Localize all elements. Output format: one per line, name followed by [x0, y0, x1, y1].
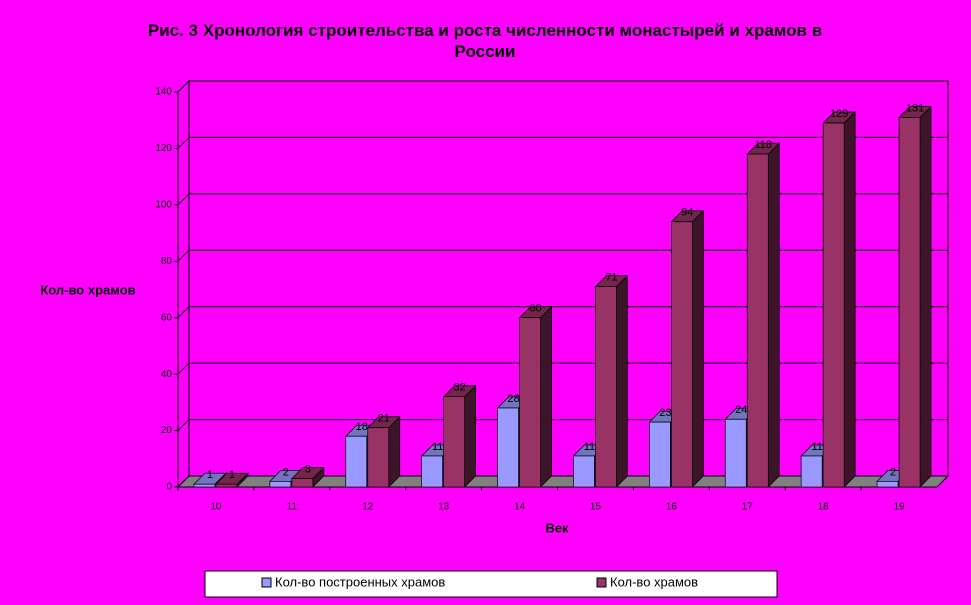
bar-front [724, 418, 747, 488]
bar-front [595, 286, 617, 488]
bar-front [291, 478, 314, 488]
data-label: 28 [507, 393, 519, 405]
bar [822, 111, 856, 488]
y-tick-label: 100 [155, 199, 172, 210]
bar-front [367, 427, 390, 488]
grid-line-side [177, 80, 190, 93]
x-tick-label: 12 [362, 502, 374, 513]
grid-line-side [177, 306, 190, 319]
data-label: 118 [754, 139, 772, 151]
legend-swatch [596, 577, 607, 588]
grid-line-side [177, 249, 190, 262]
bar-side [843, 111, 856, 488]
bar-front [497, 407, 519, 488]
data-label: 2 [283, 466, 289, 478]
bar-side [919, 105, 932, 488]
bar [518, 305, 553, 488]
grid-line-side [177, 419, 190, 431]
bar-front [876, 481, 899, 488]
bar [366, 415, 401, 488]
data-label: 2 [890, 466, 896, 478]
x-tick-label: 16 [666, 502, 678, 513]
grid-line-side [177, 137, 190, 149]
data-label: 11 [584, 441, 595, 453]
grid-line-side [177, 362, 190, 375]
y-tick-label: 80 [161, 256, 173, 267]
bar-side [767, 142, 780, 488]
data-label: 32 [454, 382, 466, 394]
bar-front [269, 481, 292, 488]
data-label: 24 [735, 404, 747, 416]
y-tick-label: 60 [161, 312, 173, 323]
data-label: 11 [432, 441, 443, 453]
bar-side [464, 384, 476, 488]
x-tick-label: 18 [818, 502, 830, 513]
y-tick-label: 20 [161, 425, 173, 436]
bar [898, 105, 932, 488]
legend-label: Кол-во храмов [610, 574, 698, 589]
y-tick-label: 140 [155, 87, 172, 98]
bar-front [421, 455, 443, 488]
bar-front [822, 122, 845, 488]
bar [442, 384, 477, 488]
legend-label: Кол-во построенных храмов [275, 574, 445, 589]
x-tick-label: 11 [287, 502, 298, 513]
chart-title: Рис. 3 Хронология строительства и роста … [147, 21, 823, 61]
bar [746, 142, 781, 488]
data-label: 23 [659, 407, 671, 419]
y-tick-label: 0 [166, 482, 172, 493]
legend-box [204, 570, 778, 598]
bar [670, 209, 705, 488]
data-label: 71 [605, 272, 617, 284]
y-axis-label: Кол-во храмов [40, 282, 135, 297]
x-tick-label: 10 [210, 502, 222, 513]
bar-front [670, 221, 693, 488]
data-label: 94 [681, 207, 693, 219]
side-wall [177, 79, 190, 489]
data-label: 1 [207, 469, 213, 481]
bar-front [519, 317, 541, 488]
data-label: 129 [830, 108, 848, 120]
bar-front [443, 396, 465, 488]
bar-side [388, 415, 401, 488]
bar-front [345, 435, 368, 488]
bar-front [746, 153, 769, 488]
bar-front [800, 455, 823, 488]
bar-side [616, 274, 628, 488]
x-axis-label: Век [545, 520, 569, 535]
data-label: 3 [305, 463, 311, 475]
grid-line-side [177, 475, 190, 488]
bar [594, 274, 629, 488]
y-tick-label: 40 [161, 369, 173, 380]
grid-line-side [177, 193, 190, 206]
x-tick-label: 15 [590, 502, 602, 513]
bar-front [215, 483, 238, 488]
bar-side [540, 305, 552, 488]
x-tick-label: 14 [514, 502, 526, 513]
data-label: 18 [356, 421, 368, 433]
x-tick-label: 19 [893, 502, 905, 513]
bar [215, 472, 249, 488]
data-label: 21 [378, 413, 390, 425]
bar [291, 466, 325, 488]
data-label: 60 [529, 303, 541, 315]
legend-swatch [261, 577, 272, 588]
y-tick-label: 120 [155, 143, 172, 154]
bar-front [193, 483, 216, 488]
data-label: 11 [811, 441, 822, 453]
bar-side [691, 209, 704, 488]
bar-front [648, 421, 671, 488]
data-label: 131 [906, 102, 924, 114]
bar-front [573, 455, 595, 488]
x-tick-label: 13 [438, 502, 450, 513]
bar-front [898, 117, 921, 488]
x-tick-label: 17 [742, 502, 754, 513]
data-label: 1 [229, 469, 235, 481]
